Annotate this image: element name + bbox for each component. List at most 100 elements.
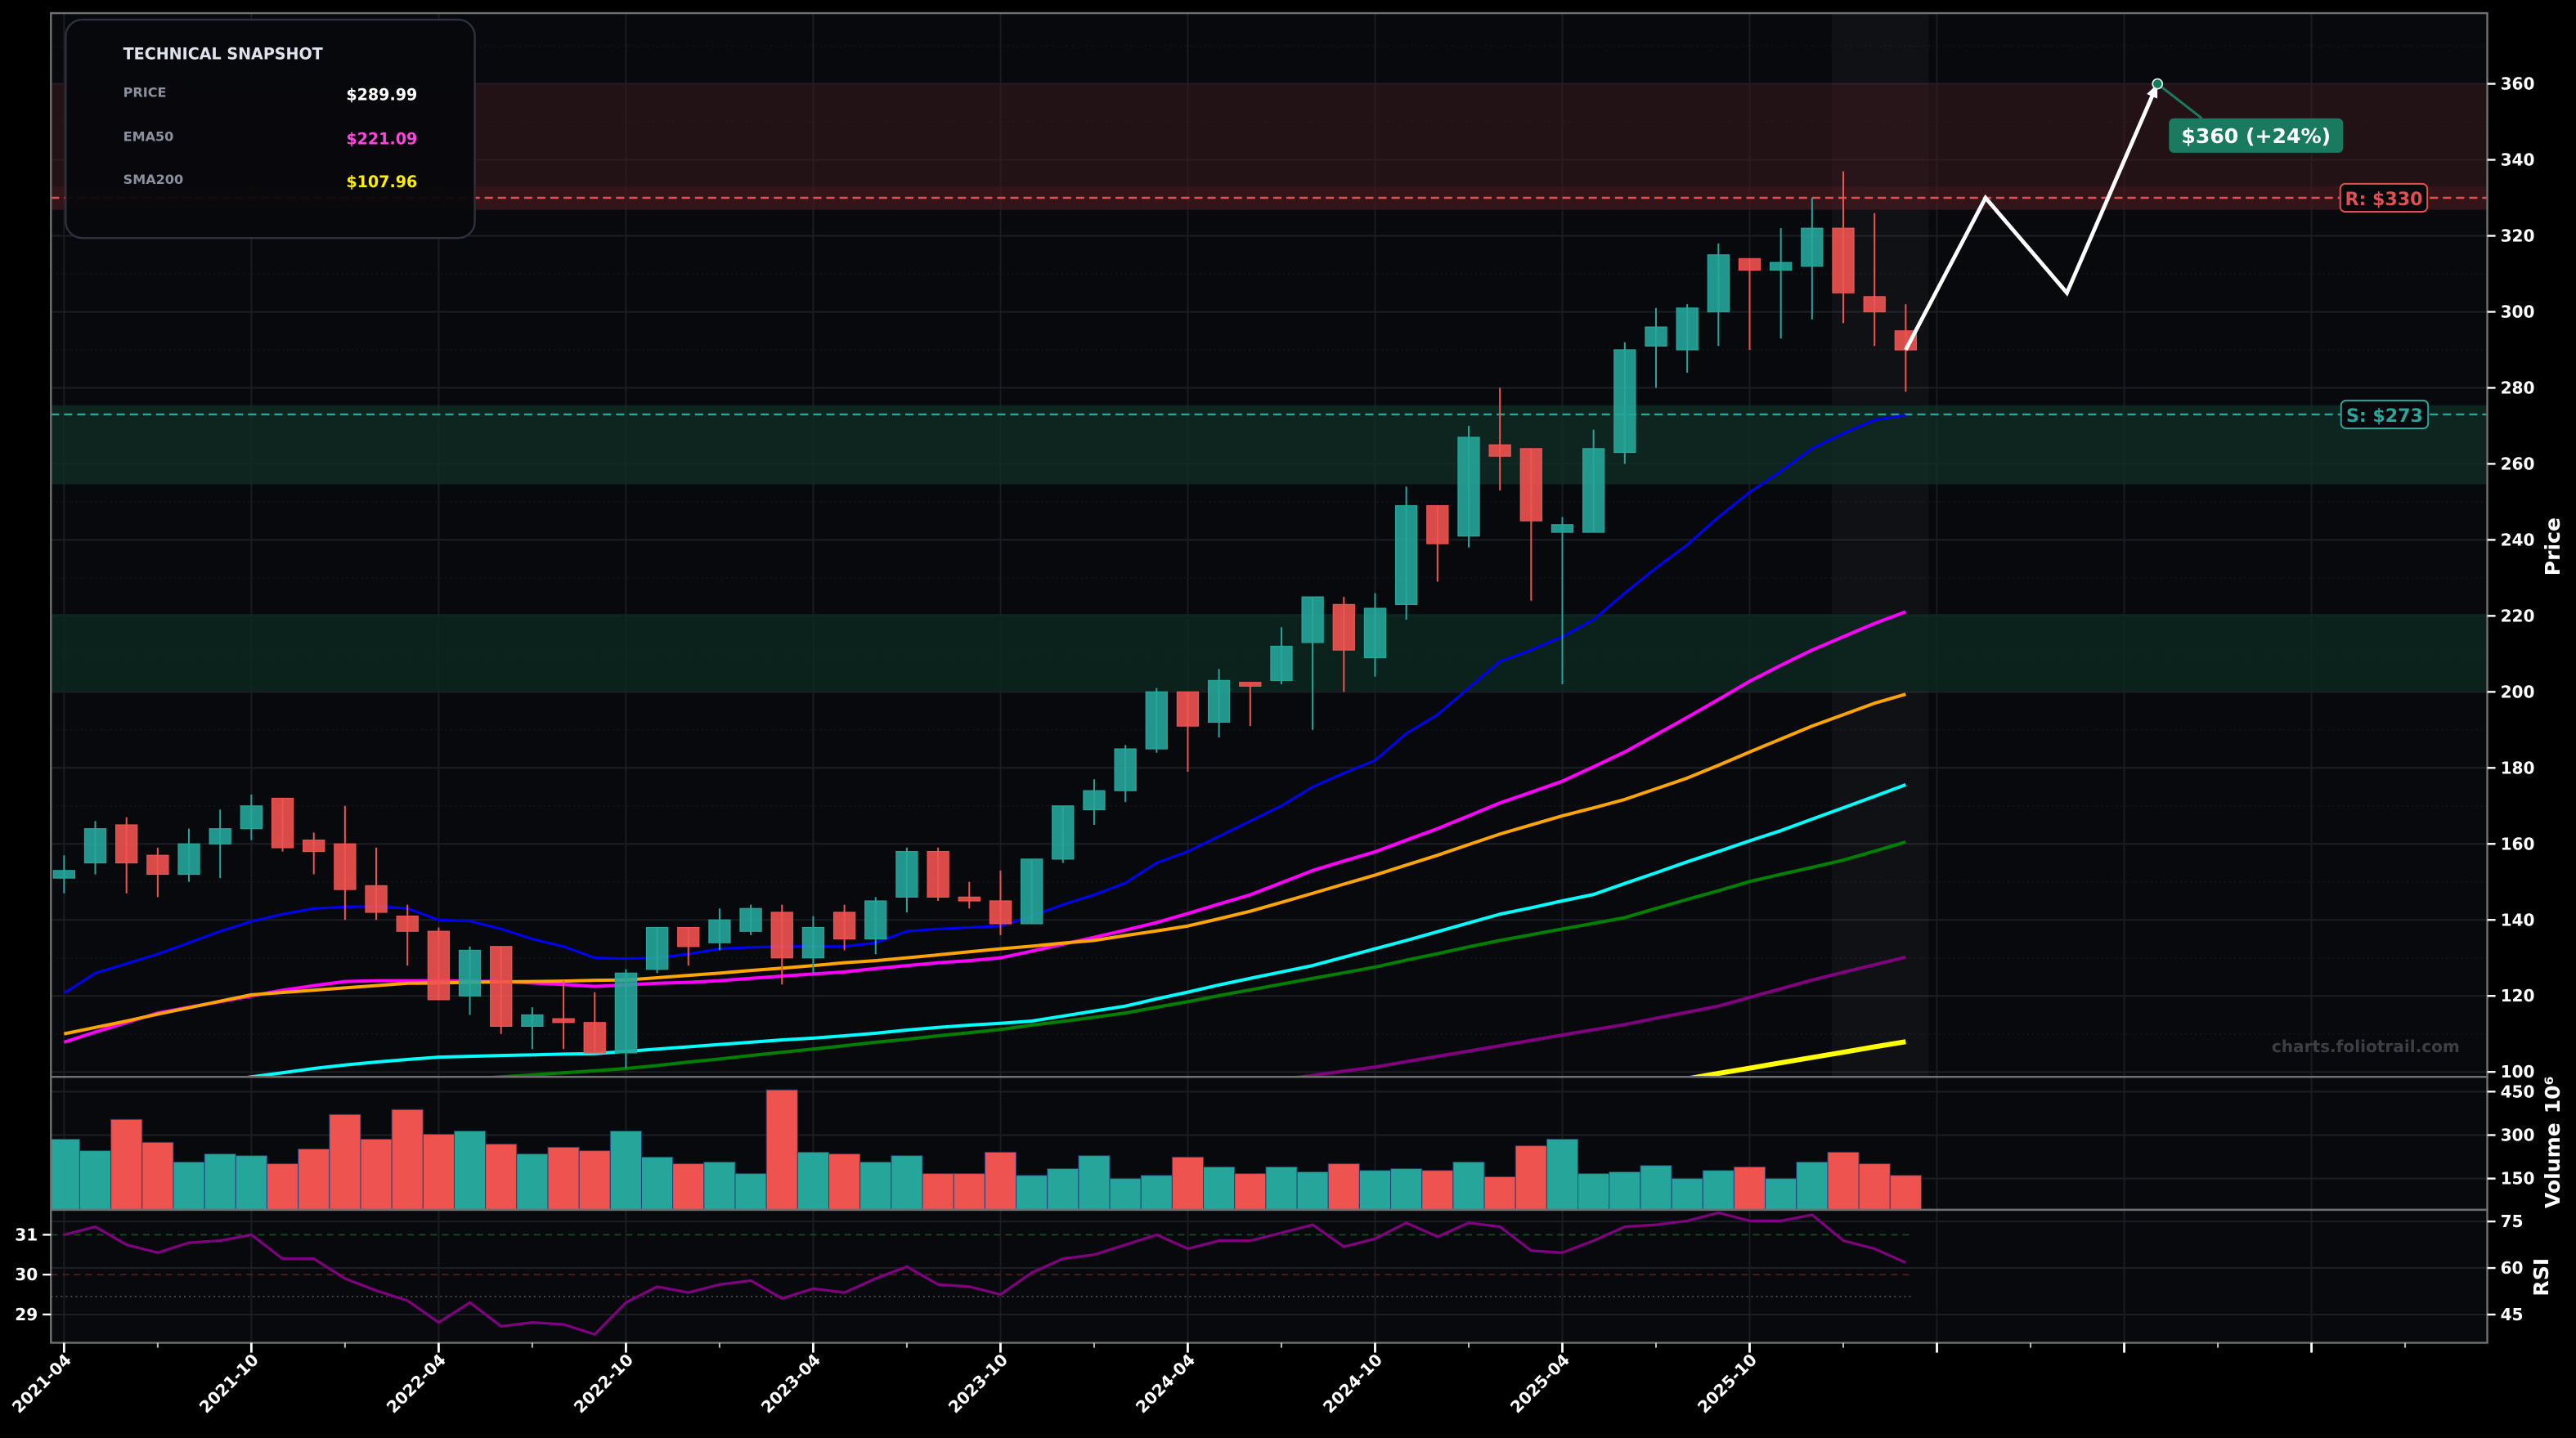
rsi-lines <box>51 1211 1913 1337</box>
candles <box>52 171 1918 1068</box>
candle-body <box>209 828 231 844</box>
price-tick-label: 100 <box>2501 1062 2535 1082</box>
forecast-path <box>1904 83 2160 352</box>
price-tick-label: 280 <box>2501 378 2535 397</box>
volume-bar <box>922 1173 954 1210</box>
rsi-right-tick-label: 45 <box>2501 1305 2524 1324</box>
volume-bar <box>1609 1171 1641 1210</box>
candle-body <box>1394 504 1418 606</box>
volume-bar <box>859 1161 892 1210</box>
volume-bar <box>797 1151 830 1210</box>
snapshot-box <box>65 18 476 240</box>
candle-body <box>832 912 856 940</box>
snapshot-price-value: $289.99 <box>346 86 417 104</box>
candle <box>365 847 388 921</box>
price-tick-label: 260 <box>2501 454 2535 473</box>
volume-axis-unit: 10⁶ <box>2541 1076 2565 1113</box>
candle-body <box>1488 444 1511 457</box>
candle-body <box>365 885 388 913</box>
target-leader-line <box>2156 83 2203 119</box>
volume-bar <box>1203 1166 1236 1210</box>
volume-bar <box>609 1131 642 1210</box>
volume-bar <box>1140 1175 1173 1210</box>
candle <box>989 870 1012 935</box>
candle-body <box>708 919 731 943</box>
candle-body <box>1613 349 1636 454</box>
candle <box>271 797 294 852</box>
candle <box>1114 745 1137 803</box>
candle-body <box>1207 679 1231 723</box>
volume-bar <box>110 1118 143 1210</box>
candle <box>1519 448 1542 601</box>
candle-body <box>1426 504 1449 544</box>
volume-bar <box>1671 1178 1703 1210</box>
volume-bar <box>422 1133 455 1210</box>
volume-tick-label: 150 <box>2501 1169 2535 1189</box>
rsi-left-tick-label: 30 <box>15 1265 38 1284</box>
ma-line-4 <box>474 840 1906 1077</box>
candle <box>1613 342 1636 464</box>
candle <box>927 847 949 902</box>
ma-line-ema50 <box>63 610 1907 1044</box>
volume-bar <box>1421 1170 1454 1210</box>
candle-body <box>770 912 793 959</box>
candle <box>1832 171 1855 324</box>
candle-body <box>83 828 107 864</box>
support-zone <box>51 405 2488 485</box>
candle-body <box>1363 607 1387 659</box>
candle-body <box>1645 326 1667 347</box>
candle <box>770 904 793 985</box>
candle <box>1645 307 1667 388</box>
candle <box>1083 779 1106 826</box>
candle-body <box>1457 437 1480 537</box>
volume-bar <box>391 1109 424 1210</box>
price-tick-label: 360 <box>2501 74 2535 94</box>
volume-bar <box>1390 1168 1423 1210</box>
forecast: $360 (+24%) R: $330 S: $273 <box>1904 78 2430 430</box>
volume-bar <box>1640 1165 1672 1210</box>
candle-body <box>1239 682 1262 687</box>
candle-body <box>677 926 700 947</box>
candle <box>52 855 76 894</box>
rsi-left-tick-label: 29 <box>15 1305 38 1324</box>
volume-bar <box>173 1161 205 1210</box>
candle-body <box>271 797 294 849</box>
candle-body <box>1770 262 1793 271</box>
volume-bar <box>516 1153 549 1210</box>
candle <box>83 821 107 875</box>
volume-bar <box>547 1146 580 1210</box>
volume-bar <box>1296 1171 1329 1210</box>
candle-body <box>303 840 325 853</box>
volume-bar <box>1483 1176 1516 1210</box>
resistance-label: R: $330 <box>2345 189 2422 210</box>
candle-body <box>1114 748 1137 791</box>
snapshot-title: TECHNICAL SNAPSHOT <box>123 45 323 63</box>
candle <box>739 904 762 935</box>
candle <box>1457 425 1480 548</box>
volume-bar <box>765 1089 798 1210</box>
candle <box>1207 669 1231 738</box>
volume-bar <box>828 1153 861 1210</box>
price-tick-label: 180 <box>2501 758 2535 777</box>
ma-line-2 <box>63 692 1906 1036</box>
volume-bar <box>1358 1170 1392 1210</box>
candle <box>708 908 731 951</box>
rsi-line <box>63 1211 1907 1337</box>
ma-line-sma200 <box>1686 1039 1906 1077</box>
volume-tick-label: 300 <box>2501 1125 2535 1145</box>
candle-body <box>1519 448 1542 522</box>
candle <box>1332 597 1355 692</box>
candle <box>1863 213 1886 347</box>
candle-body <box>458 949 482 997</box>
candle-body <box>177 843 200 876</box>
price-tick-label: 200 <box>2501 682 2535 701</box>
volume-axis-title: Volume <box>2541 1122 2565 1208</box>
candle-body <box>1707 254 1730 313</box>
volume-bar <box>640 1156 674 1210</box>
candle <box>334 805 357 921</box>
candle <box>521 1007 544 1050</box>
volume-tick-label: 450 <box>2501 1082 2535 1101</box>
volume-bar <box>984 1151 1017 1210</box>
volume-bar <box>453 1131 487 1210</box>
ma-line-3 <box>240 782 1907 1077</box>
